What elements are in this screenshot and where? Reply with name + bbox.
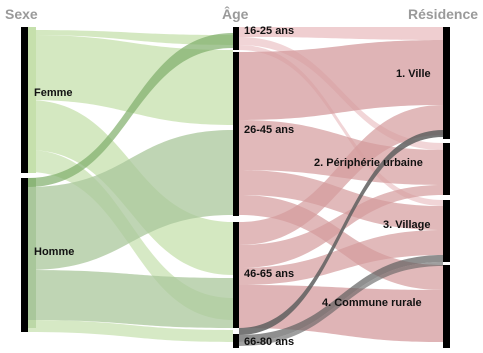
residence-column-title: Résidence xyxy=(408,6,479,22)
node-label-peripherie: 2. Périphérie urbaine xyxy=(314,157,423,169)
flow-46-65-ville xyxy=(239,105,443,245)
node-label-26-45: 26-45 ans xyxy=(244,124,295,136)
flow-femme-16-25 xyxy=(28,30,233,45)
flow-homme-66-80 xyxy=(28,320,233,342)
flow-66-80-rurale xyxy=(239,262,443,346)
sexe-column-title: Sexe xyxy=(5,6,38,22)
flow-homme-26-45 xyxy=(28,130,233,270)
flow-46-65-village xyxy=(239,230,443,285)
age-residence-flows xyxy=(239,27,443,346)
flow-46-65-peri xyxy=(239,185,443,268)
bar-46-65 xyxy=(233,222,239,328)
node-label-66-80: 66-80 ans xyxy=(244,336,295,348)
flow-homme-16-25 xyxy=(28,33,233,187)
flow-homme-46-65 xyxy=(28,270,233,328)
node-label-ville: 1. Ville xyxy=(396,68,431,80)
bar-village xyxy=(443,200,450,262)
bar-homme xyxy=(21,178,28,332)
flow-16-25-village xyxy=(239,45,443,206)
node-label-femme: Femme xyxy=(34,87,73,99)
flow-66-80-peri xyxy=(239,130,443,335)
bar-ville xyxy=(443,27,450,139)
bar-peri xyxy=(443,143,450,195)
node-label-village: 3. Village xyxy=(383,219,431,231)
sexe-age-flows xyxy=(28,27,233,342)
flow-26-45-peri xyxy=(239,120,443,185)
bar-66-80 xyxy=(233,334,239,348)
age-column-title: Âge xyxy=(222,6,249,22)
flow-26-45-ville xyxy=(239,40,443,120)
flow-66-80-village xyxy=(239,255,443,342)
bar-rurale xyxy=(443,265,450,348)
node-bars xyxy=(21,27,450,348)
node-label-46-65: 46-65 ans xyxy=(244,268,295,280)
bar-16-25 xyxy=(233,27,239,50)
flow-16-25-ville xyxy=(239,27,443,40)
node-label-homme: Homme xyxy=(34,246,75,258)
node-label-16-25: 16-25 ans xyxy=(244,25,295,37)
flow-26-45-village xyxy=(239,170,443,230)
bar-26-45 xyxy=(233,52,239,216)
bar-femme xyxy=(21,27,28,173)
node-label-rurale: 4. Commune rurale xyxy=(322,297,422,309)
